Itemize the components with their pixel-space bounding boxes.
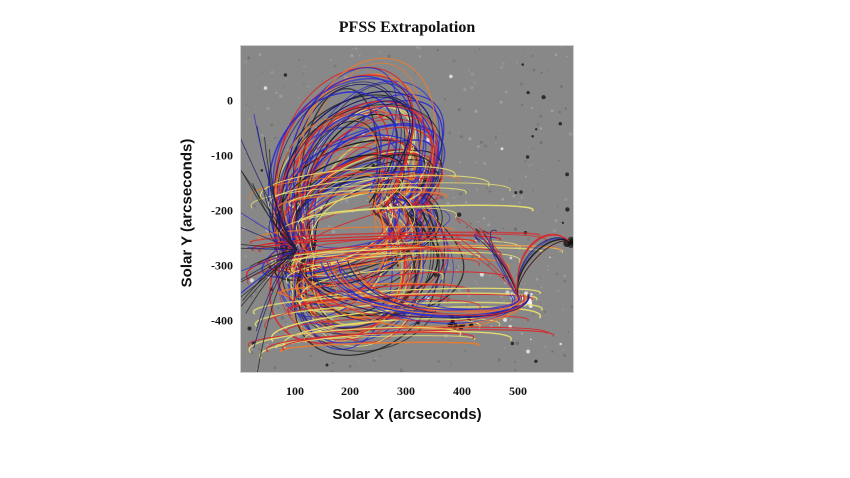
x-tick-500: 500 <box>509 384 527 398</box>
x-tick-400: 400 <box>453 384 471 398</box>
y-tick-minus-200: -200 <box>211 203 233 218</box>
y-tick-minus-100: -100 <box>211 148 233 163</box>
chart-title: PFSS Extrapolation <box>338 19 476 36</box>
magnetogram-field-lines <box>241 46 573 372</box>
x-tick-200: 200 <box>341 384 359 398</box>
y-tick-0: 0 <box>227 93 233 108</box>
plot-area <box>240 45 574 373</box>
x-tick-300: 300 <box>397 384 415 398</box>
y-axis-label: Solar Y (arcseconds) <box>178 138 196 288</box>
y-tick-minus-400: -400 <box>211 313 233 328</box>
x-axis-label: Solar X (arcseconds) <box>332 406 482 423</box>
y-tick-minus-300: -300 <box>211 258 233 273</box>
x-tick-100: 100 <box>286 384 304 398</box>
